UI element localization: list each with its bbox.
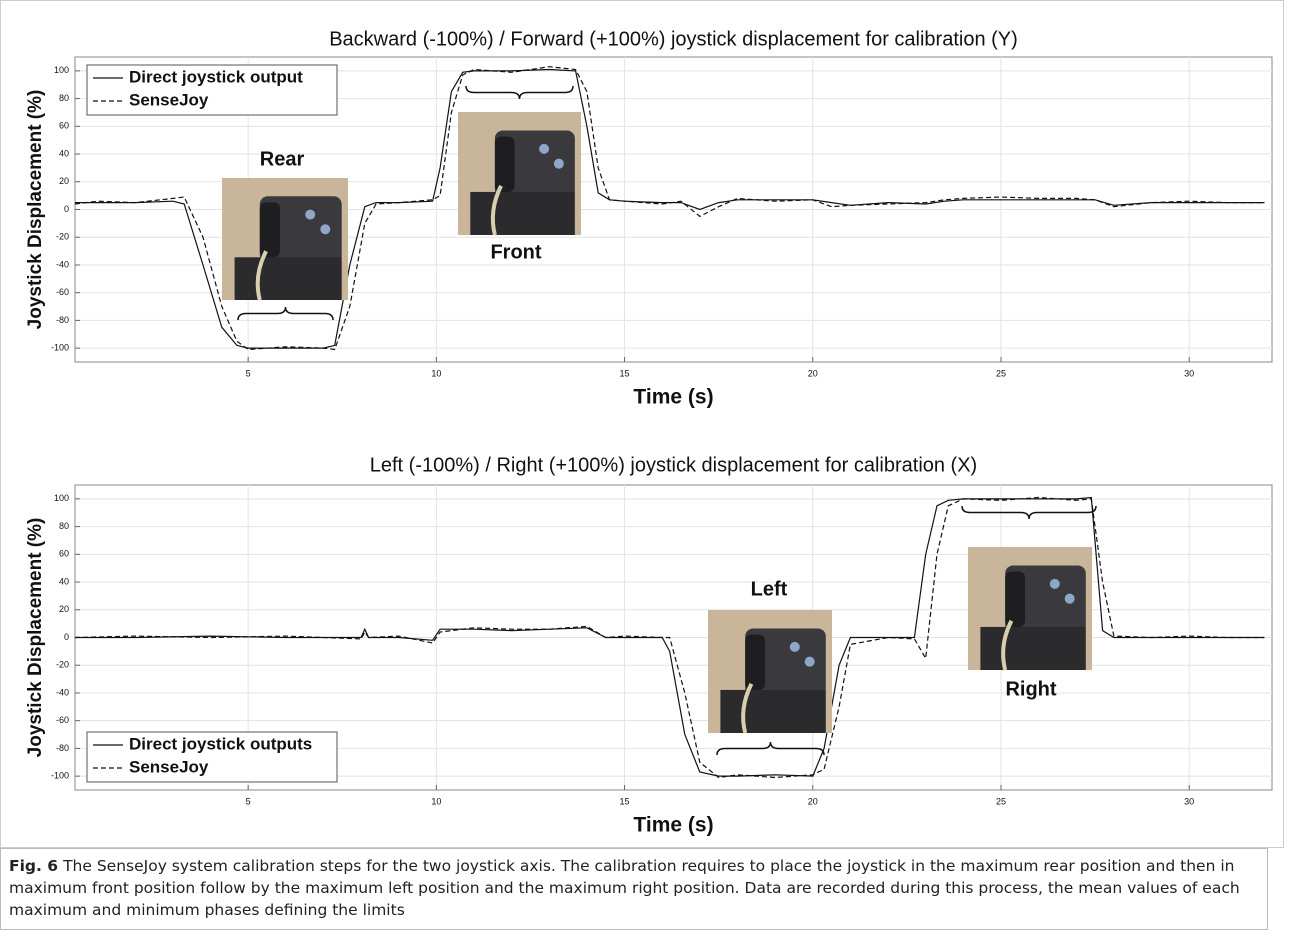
y-tick-label: -60: [56, 715, 69, 725]
annotation: Left: [751, 578, 788, 600]
data-line: [74, 66, 1265, 351]
photo-button: [804, 656, 815, 667]
chart-title: Backward (-100%) / Forward (+100%) joyst…: [329, 28, 1018, 50]
data-line: [75, 496, 1265, 777]
annotation: Rear: [260, 148, 305, 170]
y-tick-label: -20: [56, 232, 69, 242]
photo-stick: [494, 136, 515, 192]
x-tick-label: 15: [620, 796, 630, 806]
photo-button: [1049, 578, 1060, 589]
x-tick-label: 30: [1184, 368, 1194, 378]
y-tick-label: 0: [64, 632, 69, 642]
photo-cable: [741, 682, 754, 734]
photo-button: [539, 143, 550, 154]
photo-stick: [259, 202, 280, 258]
data-line: [74, 496, 1265, 779]
y-tick-label: -40: [56, 259, 69, 269]
x-tick-label: 15: [620, 368, 630, 378]
x-tick-label: 30: [1184, 796, 1194, 806]
photo: [458, 112, 581, 236]
photo-button: [553, 158, 564, 169]
y-tick-label: -20: [56, 660, 69, 670]
photo-button: [320, 224, 331, 235]
y-tick-label: 60: [59, 121, 69, 131]
y-tick-label: -100: [51, 343, 69, 353]
x-tick-label: 5: [246, 368, 251, 378]
photo-panel: [745, 628, 826, 697]
photo-base: [980, 626, 1086, 670]
y-axis-label: Joystick Displacement (%): [25, 518, 46, 758]
y-tick-label: -60: [56, 287, 69, 297]
photo-cable: [1001, 619, 1014, 671]
x-tick-label: 5: [246, 796, 251, 806]
x-tick-label: 10: [431, 368, 441, 378]
y-tick-label: -80: [56, 315, 69, 325]
y-tick-label: -80: [56, 743, 69, 753]
x-axis-label: Time (s): [633, 814, 713, 837]
y-tick-label: 40: [59, 148, 69, 158]
photo-button: [789, 641, 800, 652]
photo: [708, 610, 832, 734]
photo-base: [720, 689, 826, 733]
figure-frame: [0, 0, 1284, 848]
legend-label: SenseJoy: [129, 90, 209, 109]
annotation: Right: [1005, 678, 1056, 700]
caption-label: Fig. 6: [9, 857, 59, 875]
photo-button: [305, 209, 316, 220]
photo-base: [234, 257, 342, 300]
annotation: Front: [490, 241, 541, 263]
photo: [968, 547, 1092, 671]
photo-base: [470, 191, 575, 235]
x-tick-label: 25: [996, 796, 1006, 806]
photo-stick: [745, 634, 766, 690]
brace: [961, 505, 1097, 520]
legend-label: Direct joystick output: [129, 67, 303, 86]
y-tick-label: -40: [56, 687, 69, 697]
chart-title: Left (-100%) / Right (+100%) joystick di…: [370, 454, 977, 476]
brace: [716, 741, 825, 756]
y-tick-label: 20: [59, 604, 69, 614]
legend-box: [86, 64, 338, 116]
photo-button: [1064, 593, 1075, 604]
caption-text: The SenseJoy system calibration steps fo…: [9, 857, 1240, 919]
photo-panel: [259, 196, 342, 264]
data-line: [75, 68, 1265, 349]
photo-cable: [255, 250, 268, 301]
y-tick-label: 60: [59, 549, 69, 559]
legend-box: [86, 731, 338, 783]
photo: [222, 178, 348, 301]
caption: Fig. 6 The SenseJoy system calibration st…: [0, 848, 1268, 930]
photo-panel: [494, 130, 575, 199]
y-tick-label: 0: [64, 204, 69, 214]
x-tick-label: 25: [996, 368, 1006, 378]
photo-cable: [490, 184, 503, 236]
photo-stick: [1005, 571, 1026, 627]
x-tick-label: 20: [808, 368, 818, 378]
y-tick-label: -100: [51, 771, 69, 781]
photo-panel: [1005, 565, 1086, 634]
y-tick-label: 100: [54, 493, 69, 503]
y-axis-label: Joystick Displacement (%): [25, 90, 46, 330]
legend-label: SenseJoy: [129, 757, 209, 776]
y-tick-label: 80: [59, 521, 69, 531]
y-tick-label: 80: [59, 93, 69, 103]
x-tick-label: 20: [808, 796, 818, 806]
legend-label: Direct joystick outputs: [129, 734, 312, 753]
brace: [237, 306, 334, 321]
y-tick-label: 100: [54, 65, 69, 75]
brace: [465, 85, 574, 100]
y-tick-label: 40: [59, 576, 69, 586]
x-tick-label: 10: [431, 796, 441, 806]
y-tick-label: 20: [59, 176, 69, 186]
x-axis-label: Time (s): [633, 386, 713, 409]
